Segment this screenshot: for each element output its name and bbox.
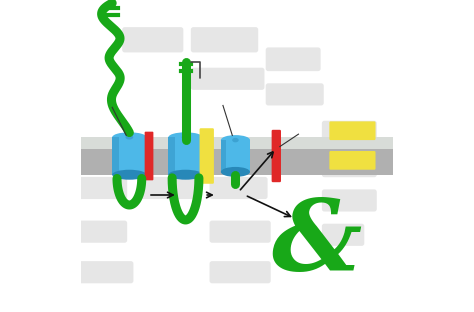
FancyBboxPatch shape xyxy=(79,177,127,199)
FancyBboxPatch shape xyxy=(329,151,375,170)
Ellipse shape xyxy=(112,170,146,180)
FancyBboxPatch shape xyxy=(210,177,268,199)
Ellipse shape xyxy=(168,132,203,142)
FancyBboxPatch shape xyxy=(112,137,118,175)
Ellipse shape xyxy=(221,135,250,145)
FancyBboxPatch shape xyxy=(221,140,250,172)
Ellipse shape xyxy=(112,132,146,142)
FancyBboxPatch shape xyxy=(191,68,264,90)
FancyBboxPatch shape xyxy=(168,137,175,175)
FancyBboxPatch shape xyxy=(322,155,377,177)
FancyBboxPatch shape xyxy=(221,140,227,172)
FancyBboxPatch shape xyxy=(145,132,154,180)
FancyBboxPatch shape xyxy=(266,47,320,71)
FancyBboxPatch shape xyxy=(79,221,127,243)
Ellipse shape xyxy=(232,138,239,142)
FancyBboxPatch shape xyxy=(141,177,199,199)
FancyBboxPatch shape xyxy=(191,27,258,52)
FancyBboxPatch shape xyxy=(81,137,393,175)
FancyBboxPatch shape xyxy=(112,137,146,175)
Ellipse shape xyxy=(221,167,250,177)
FancyBboxPatch shape xyxy=(81,137,393,149)
FancyBboxPatch shape xyxy=(122,27,183,52)
FancyBboxPatch shape xyxy=(79,261,133,283)
FancyBboxPatch shape xyxy=(210,221,271,243)
FancyBboxPatch shape xyxy=(266,83,324,105)
Ellipse shape xyxy=(182,135,190,139)
FancyBboxPatch shape xyxy=(272,130,281,182)
FancyBboxPatch shape xyxy=(168,137,203,175)
FancyBboxPatch shape xyxy=(329,121,375,140)
Text: &: & xyxy=(272,195,362,292)
Ellipse shape xyxy=(126,135,133,139)
FancyBboxPatch shape xyxy=(322,224,365,246)
FancyBboxPatch shape xyxy=(322,189,377,212)
FancyBboxPatch shape xyxy=(322,121,377,143)
FancyBboxPatch shape xyxy=(200,128,214,184)
FancyBboxPatch shape xyxy=(210,261,271,283)
Ellipse shape xyxy=(168,170,203,180)
